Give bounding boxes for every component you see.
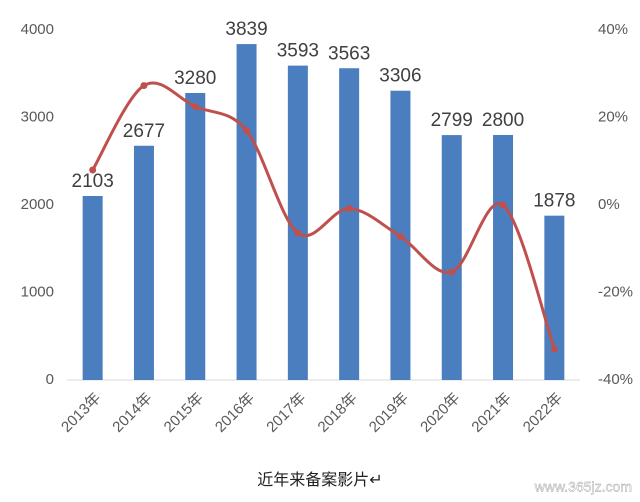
x-tick-label: 2013年 (58, 390, 104, 436)
bar (185, 93, 206, 380)
x-tick-label: 2022年 (520, 390, 566, 436)
bar (493, 135, 514, 380)
y-tick-label: 3000 (21, 108, 54, 125)
y-tick-label: 1000 (21, 283, 54, 300)
line-point (243, 127, 251, 135)
line-point (294, 229, 302, 237)
value-label: 2103 (72, 171, 114, 192)
line-point (89, 166, 97, 174)
y2-tick-label: 0% (598, 196, 620, 213)
y2-tick-label: -20% (598, 283, 633, 300)
bar (339, 68, 360, 381)
y-tick-label: 4000 (21, 21, 54, 38)
chart-caption: 近年来备案影片↵ (257, 471, 382, 489)
x-tick-label: 2015年 (161, 390, 207, 436)
value-label: 2677 (123, 121, 165, 142)
x-tick-label: 2014年 (109, 390, 155, 436)
x-tick-label: 2020年 (417, 390, 463, 436)
x-tick-label: 2017年 (263, 390, 309, 436)
bar (544, 215, 565, 380)
bar (82, 195, 103, 380)
line-point (140, 82, 148, 90)
value-label: 3306 (379, 66, 421, 87)
watermark: www.365jz.com (534, 479, 632, 495)
y2-tick-label: 20% (598, 108, 628, 125)
line-point (550, 345, 558, 353)
line-point (448, 268, 456, 276)
bar (236, 44, 257, 381)
y2-tick-label: -40% (598, 371, 633, 388)
line-point (345, 205, 353, 212)
x-tick-label: 2018年 (315, 390, 361, 436)
y2-tick-label: 40% (598, 21, 628, 38)
bar (133, 145, 154, 380)
x-tick-label: 2021年 (468, 390, 514, 436)
value-label: 2799 (431, 110, 473, 131)
line-point (396, 233, 404, 240)
value-label: 3280 (174, 68, 216, 89)
y-tick-label: 0 (46, 371, 54, 388)
bar (287, 65, 308, 381)
line (91, 81, 556, 350)
x-tick-label: 2019年 (366, 390, 412, 436)
bar (441, 135, 462, 380)
line-point (191, 103, 199, 111)
value-label: 3839 (225, 19, 267, 40)
value-label: 2800 (482, 110, 524, 131)
x-tick-label: 2016年 (212, 390, 258, 436)
value-label: 3563 (328, 43, 370, 64)
line-point (499, 201, 507, 209)
value-label: 1878 (533, 191, 575, 212)
value-label: 3593 (277, 41, 319, 62)
y-tick-label: 2000 (21, 196, 54, 213)
